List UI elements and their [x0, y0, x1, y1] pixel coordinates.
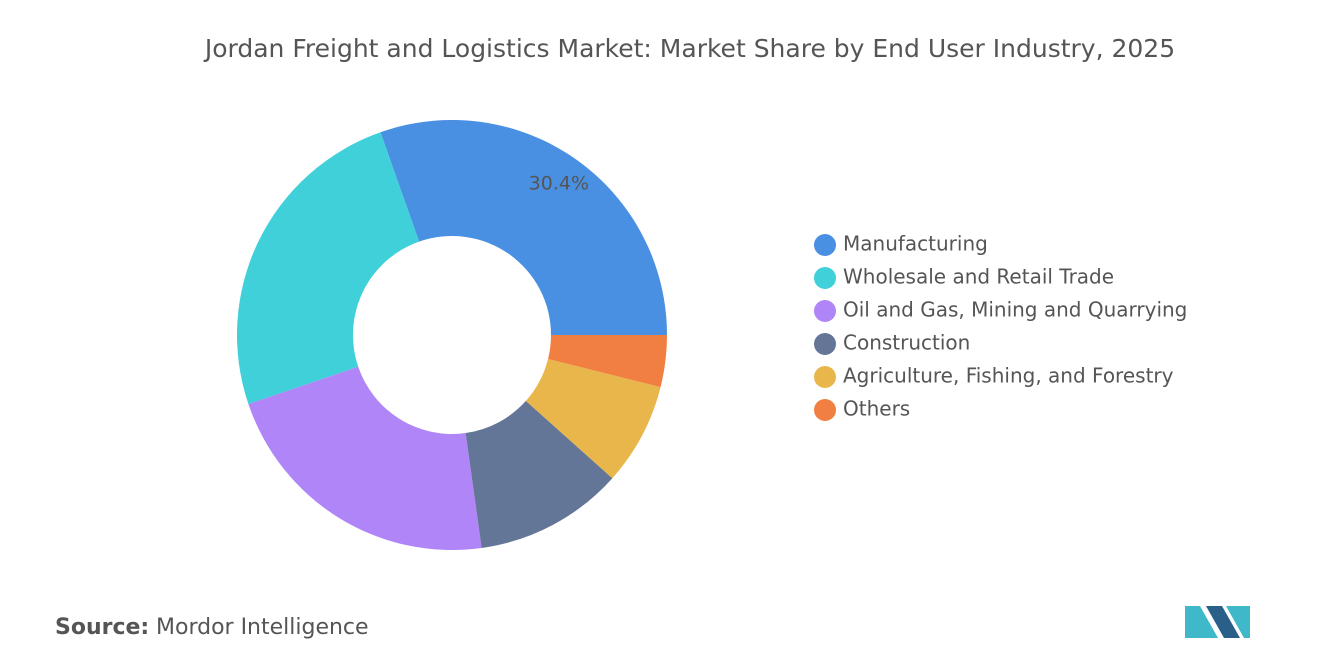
legend-label: Others	[843, 397, 910, 421]
donut-slice	[525, 359, 661, 479]
legend-label: Agriculture, Fishing, and Forestry	[843, 364, 1174, 388]
legend-swatch	[814, 267, 836, 289]
legend-swatch	[814, 333, 836, 355]
legend-swatch	[814, 366, 836, 388]
legend-label: Wholesale and Retail Trade	[843, 265, 1114, 289]
donut-slice	[548, 335, 667, 388]
data-label: 30.4%	[529, 172, 589, 194]
logo	[1185, 606, 1250, 638]
donut-slice	[465, 400, 613, 548]
chart-title: Jordan Freight and Logistics Market: Mar…	[203, 34, 1175, 63]
donut-slice	[380, 120, 667, 335]
legend-label: Manufacturing	[843, 232, 988, 256]
source-label: Source:	[55, 615, 149, 640]
legend-swatch	[814, 300, 836, 322]
donut-slice	[248, 366, 482, 550]
legend-label: Oil and Gas, Mining and Quarrying	[843, 298, 1187, 322]
donut-slice	[237, 132, 420, 405]
legend-label: Construction	[843, 331, 970, 355]
legend-swatch	[814, 234, 836, 256]
legend-swatch	[814, 399, 836, 421]
source-text: Mordor Intelligence	[156, 615, 369, 640]
